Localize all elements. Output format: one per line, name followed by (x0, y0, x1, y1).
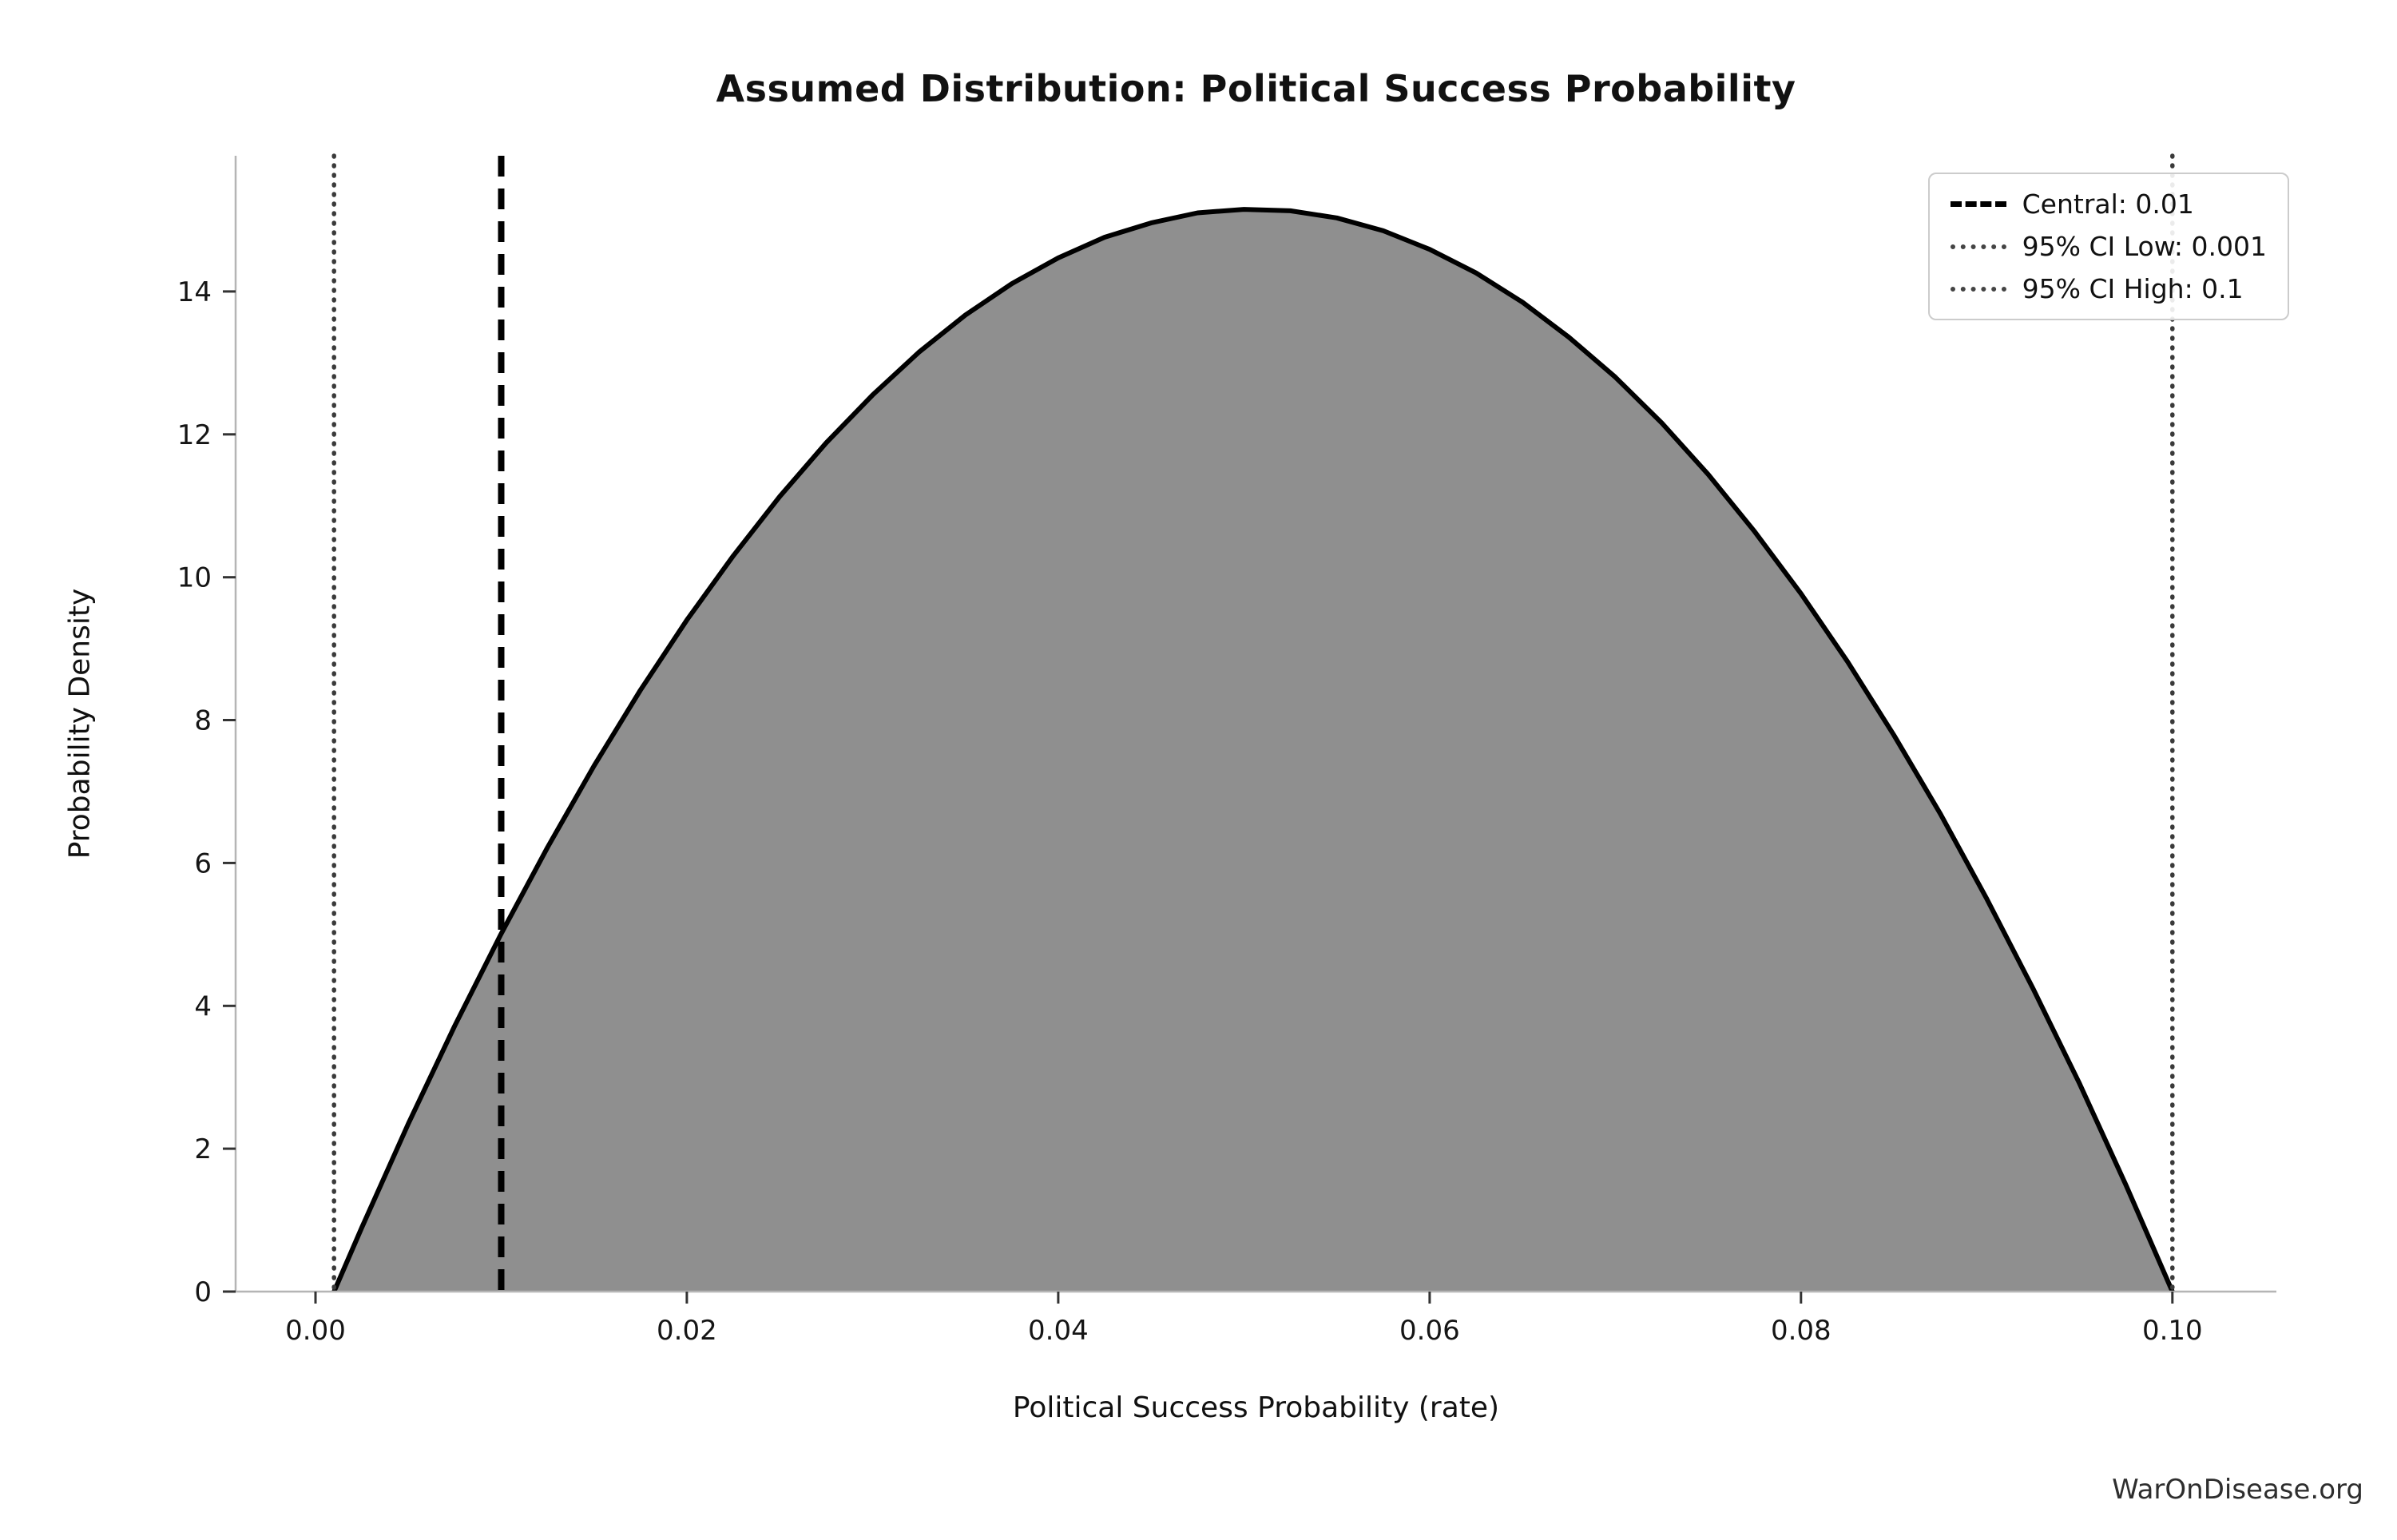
y-tick-label: 0 (194, 1276, 212, 1308)
chart-title: Assumed Distribution: Political Success … (716, 67, 1796, 110)
x-tick-label: 0.02 (657, 1315, 717, 1347)
y-tick-label: 10 (177, 562, 212, 594)
x-tick-label: 0.04 (1028, 1315, 1089, 1347)
x-tick-label: 0.10 (2142, 1315, 2203, 1347)
y-tick-label: 14 (177, 276, 212, 308)
density-curve (331, 207, 2175, 1293)
y-tick-label: 8 (194, 705, 212, 737)
y-tick-label: 2 (194, 1133, 212, 1165)
legend-item-central: Central: 0.01 (1950, 189, 2267, 220)
legend-item-ci-high: 95% CI High: 0.1 (1950, 273, 2267, 304)
y-axis-label: Probability Density (63, 588, 97, 859)
legend-label: Central: 0.01 (2022, 189, 2194, 220)
dotted-line-sample (1950, 244, 2006, 249)
y-tick-label: 12 (177, 419, 212, 451)
dashed-line-sample (1950, 201, 2006, 207)
density-fill (334, 209, 2173, 1292)
watermark: WarOnDisease.org (2112, 1474, 2363, 1506)
legend-label: 95% CI Low: 0.001 (2022, 231, 2267, 262)
legend-label: 95% CI High: 0.1 (2022, 273, 2244, 304)
x-tick-label: 0.08 (1771, 1315, 1831, 1347)
x-tick-label: 0.06 (1399, 1315, 1460, 1347)
dotted-line-sample (1950, 286, 2006, 292)
legend: Central: 0.01 95% CI Low: 0.001 95% CI H… (1927, 173, 2289, 320)
y-tick-label: 4 (194, 990, 212, 1022)
x-axis-label: Political Success Probability (rate) (1012, 1391, 1500, 1424)
legend-item-ci-low: 95% CI Low: 0.001 (1950, 231, 2267, 262)
y-tick-label: 6 (194, 847, 212, 879)
x-tick-label: 0.00 (285, 1315, 346, 1347)
